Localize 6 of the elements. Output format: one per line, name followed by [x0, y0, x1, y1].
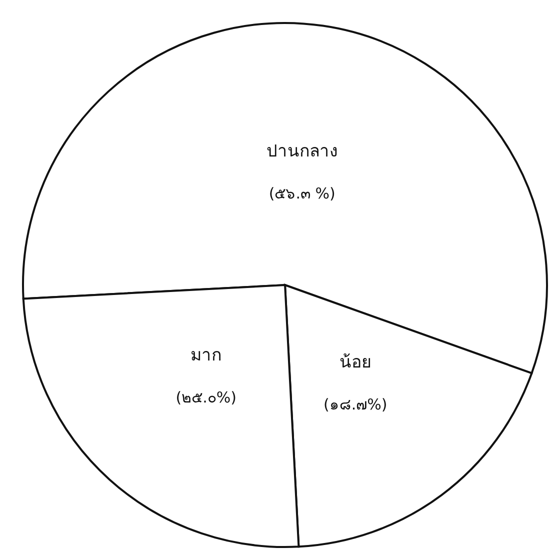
slice-label: ปานกลาง: [266, 141, 338, 162]
data-label: (๕๖.๓ %): [268, 184, 336, 202]
slice-label: น้อย: [339, 352, 372, 373]
slice-label: มาก: [190, 346, 222, 366]
data-label: (๒๕.๐%): [176, 388, 236, 407]
data-label: (๑๘.๗%): [324, 396, 388, 414]
